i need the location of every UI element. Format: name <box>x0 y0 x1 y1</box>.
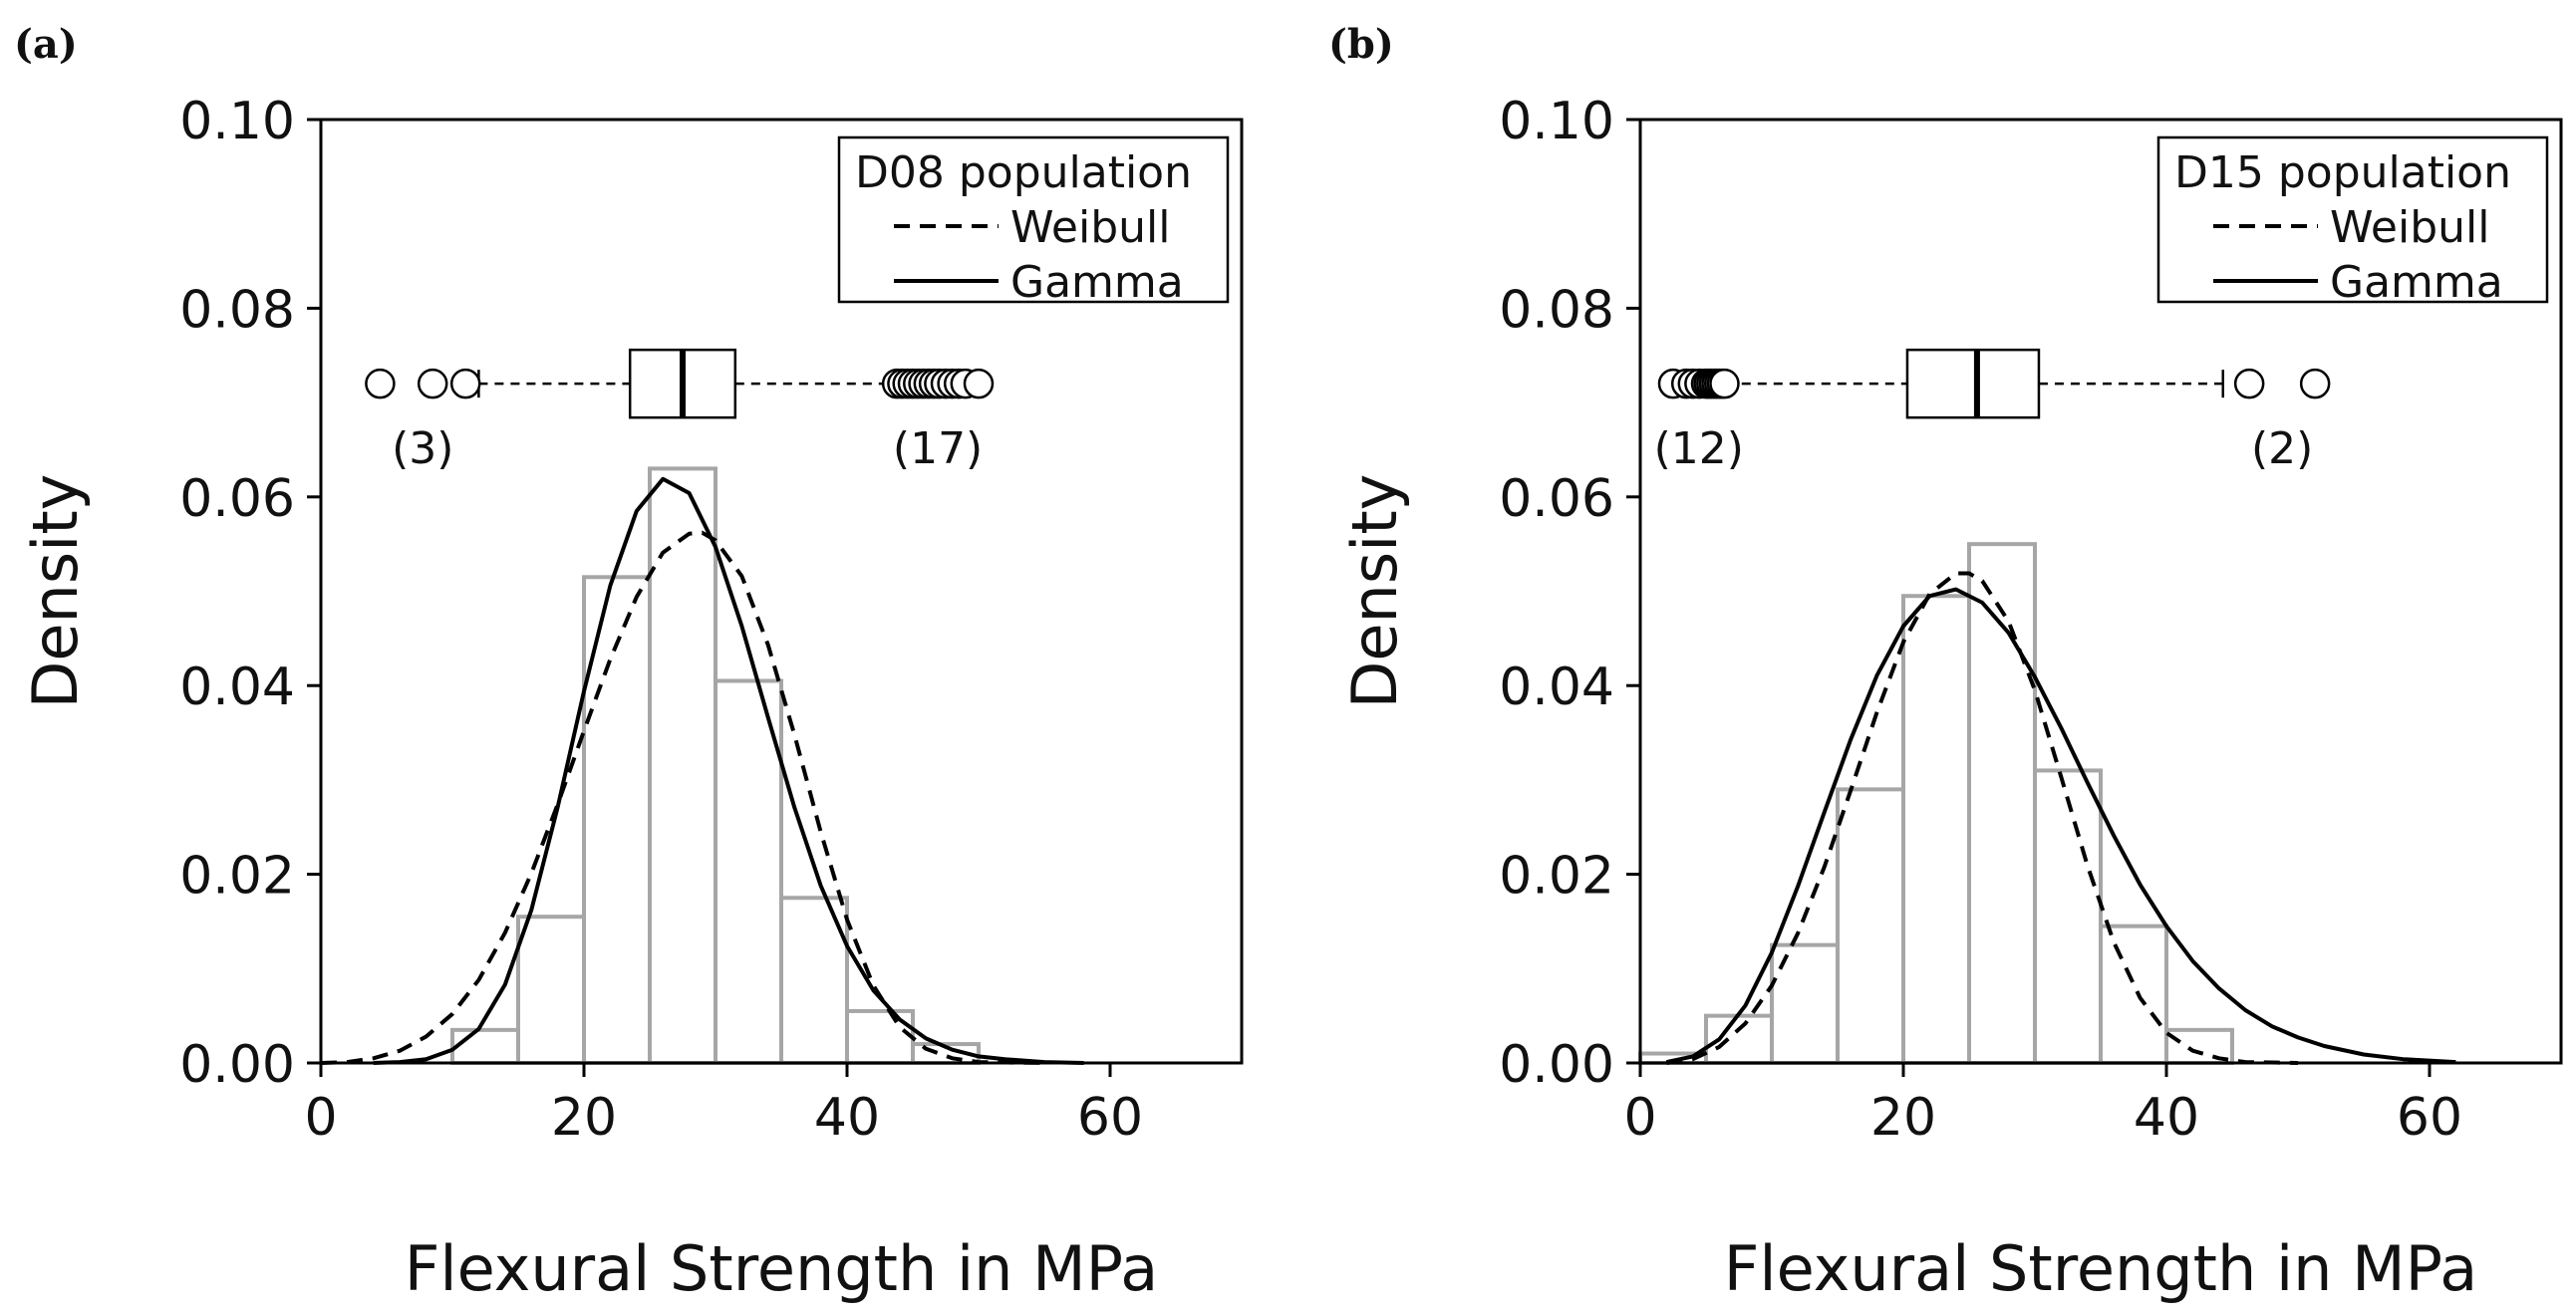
panel-label-b: (b) <box>1328 21 1394 68</box>
y-tick-label: 0.08 <box>179 280 295 340</box>
y-tick-label: 0.08 <box>1499 280 1614 340</box>
fit-curves-b <box>1665 571 2456 1065</box>
y-tick-label: 0.00 <box>1499 1035 1614 1095</box>
histogram-bar <box>2033 768 2103 1065</box>
histogram-bar <box>450 1027 520 1065</box>
y-tick-label: 0.04 <box>1499 658 1614 717</box>
histogram-b <box>1638 542 2234 1066</box>
panel-label-a: (a) <box>14 21 78 68</box>
histogram-bar <box>2099 923 2168 1065</box>
y-axis-label-a: Density <box>19 474 92 709</box>
gamma-curve <box>373 476 1084 1065</box>
boxplot-outlier <box>1709 368 1740 399</box>
x-tick-label: 0 <box>1623 1088 1656 1148</box>
chart-panel-b: (b) (12) (2) 0.00 0.02 0.04 0.06 0.08 0.10 0 20 4… <box>1328 21 2563 1305</box>
boxplot-b: (12) (2) <box>1654 348 2331 474</box>
plot-frame-a <box>319 118 1244 1065</box>
y-axis-label-b: Density <box>1338 474 1411 709</box>
x-tick-label: 60 <box>2397 1088 2462 1148</box>
histogram-bar <box>845 1008 915 1065</box>
histogram-bar <box>516 915 586 1066</box>
boxplot-a: (3) (17) <box>365 348 995 474</box>
y-tick-label: 0.04 <box>179 658 295 717</box>
histogram-a <box>450 466 981 1066</box>
boxplot-outlier <box>365 368 396 399</box>
histogram-bar <box>714 678 783 1066</box>
legend-label-gamma: Gamma <box>1010 257 1184 308</box>
histogram-bar <box>1836 787 1905 1065</box>
gamma-curve <box>1665 587 2456 1065</box>
boxplot-outlier <box>963 368 995 399</box>
legend-label-gamma: Gamma <box>2330 257 2503 308</box>
legend-box <box>2156 135 2549 304</box>
axes-a: 0.00 0.02 0.04 0.06 0.08 0.10 0 20 40 60 <box>179 92 1143 1148</box>
boxplot-outlier <box>2233 368 2265 399</box>
weibull-curve <box>1666 571 2299 1065</box>
y-tick-label: 0.06 <box>1499 469 1614 529</box>
y-tick-label: 0.00 <box>179 1035 295 1095</box>
histogram-bar <box>1901 594 1971 1065</box>
y-tick-label: 0.02 <box>1499 847 1614 907</box>
weibull-curve <box>320 530 1045 1065</box>
x-tick-label: 20 <box>551 1088 617 1148</box>
legend-title: D08 population <box>855 147 1192 198</box>
y-tick-label: 0.06 <box>179 469 295 529</box>
legend-box <box>837 135 1230 304</box>
outlier-count-low: (12) <box>1654 423 1744 474</box>
boxplot-outlier <box>449 368 481 399</box>
histogram-bar <box>1967 542 2037 1065</box>
y-tick-label: 0.10 <box>1499 92 1614 151</box>
plot-frame-b <box>1638 118 2563 1065</box>
x-tick-label: 40 <box>2134 1088 2199 1148</box>
chart-panel-a: (a) (3) (17) 0.00 0.02 0.04 0.06 0.08 0.10 0 20 4… <box>14 21 1244 1305</box>
x-tick-label: 40 <box>814 1088 880 1148</box>
x-axis-label-a: Flexural Strength in MPa <box>405 1232 1159 1305</box>
x-axis-label-b: Flexural Strength in MPa <box>1724 1232 2478 1305</box>
outlier-count-high: (17) <box>893 423 983 474</box>
boxplot-box <box>1905 348 2041 419</box>
legend-label-weibull: Weibull <box>1010 202 1171 253</box>
x-tick-label: 0 <box>304 1088 337 1148</box>
y-tick-label: 0.02 <box>179 847 295 907</box>
boxplot-outlier <box>2299 368 2331 399</box>
y-tick-label: 0.10 <box>179 92 295 151</box>
axes-b: 0.00 0.02 0.04 0.06 0.08 0.10 0 20 40 60 <box>1499 92 2462 1148</box>
legend-label-weibull: Weibull <box>2330 202 2490 253</box>
outlier-count-low: (3) <box>392 423 453 474</box>
fit-curves-a <box>320 476 1084 1065</box>
x-tick-label: 60 <box>1077 1088 1143 1148</box>
legend-title: D15 population <box>2174 147 2511 198</box>
outlier-count-high: (2) <box>2251 423 2313 474</box>
x-tick-label: 20 <box>1870 1088 1936 1148</box>
boxplot-outlier <box>417 368 448 399</box>
